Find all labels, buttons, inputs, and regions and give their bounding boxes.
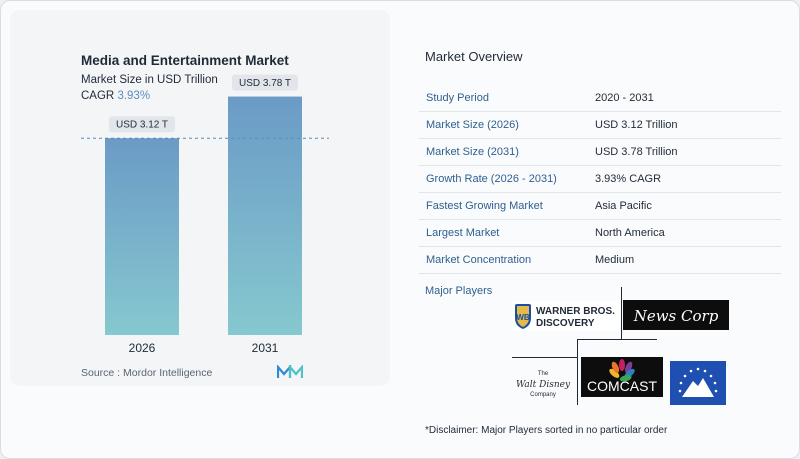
overview-key: Market Concentration [419, 246, 588, 274]
overview-key: Study Period [419, 85, 588, 112]
logo-divider [577, 339, 578, 405]
overview-row: Market Concentration Medium [419, 246, 781, 274]
data-label-bg [232, 74, 298, 91]
chart-card [10, 10, 390, 386]
news-corp-logo: News Corp [623, 300, 729, 330]
warner-bros-discovery-logo: WB WARNER BROS. DISCOVERY [512, 301, 620, 331]
paramount-logo [670, 361, 726, 405]
overview-value: USD 3.12 Trillion [588, 111, 781, 139]
logo-divider [621, 287, 622, 339]
overview-key: Market Size (2031) [419, 138, 588, 166]
bar-2026 [105, 138, 179, 335]
overview-row: Growth Rate (2026 - 2031) 3.93% CAGR [419, 165, 781, 193]
mordor-logo-icon [277, 365, 303, 378]
overview-row: Market Size (2026) USD 3.12 Trillion [419, 111, 781, 139]
disney-line1: The [538, 371, 549, 377]
overview-value: USD 3.78 Trillion [588, 138, 781, 166]
logo-divider [512, 357, 578, 358]
comcast-text: COMCAST [587, 378, 657, 394]
overview-value: 2020 - 2031 [588, 85, 781, 112]
data-label: USD 3.12 T [116, 120, 168, 131]
wbd-line2: DISCOVERY [536, 318, 595, 329]
x-tick-label: 2026 [129, 341, 156, 355]
disney-line3: Company [530, 392, 556, 398]
overview-row: Fastest Growing Market Asia Pacific [419, 192, 781, 220]
overview-key: Market Size (2026) [419, 111, 588, 139]
overview-key: Growth Rate (2026 - 2031) [419, 165, 588, 193]
wbd-line1: WARNER BROS. [536, 306, 615, 317]
comcast-logo: COMCAST [581, 357, 663, 397]
major-players-label: Major Players [425, 285, 493, 297]
logo-divider [577, 339, 657, 340]
cagr-label: CAGR [81, 90, 115, 102]
overview-value: North America [588, 219, 781, 247]
bar-2031 [228, 96, 302, 335]
walt-disney-logo: The Walt Disney Company [512, 363, 574, 405]
x-tick-label: 2031 [252, 341, 279, 355]
overview-value: Medium [588, 246, 781, 274]
news-corp-text: News Corp [633, 307, 719, 325]
svg-text:WB: WB [516, 313, 530, 322]
overview-value: Asia Pacific [588, 192, 781, 220]
overview-key: Largest Market [419, 219, 588, 247]
overview-row: Market Size (2031) USD 3.78 Trillion [419, 138, 781, 166]
source-note: Source : Mordor Intelligence [81, 367, 213, 379]
cagr-line: CAGR 3.93% [81, 90, 150, 102]
bar-chart: USD 3.12 T 2026 USD 3.78 T 2031 [81, 74, 329, 355]
overview-row: Largest Market North America [419, 219, 781, 247]
overview-row: Study Period 2020 - 2031 [419, 85, 781, 112]
chart-title: Media and Entertainment Market [81, 53, 289, 68]
disclaimer: *Disclaimer: Major Players sorted in no … [425, 425, 668, 436]
disney-line2: Walt Disney [516, 380, 571, 390]
cagr-value: 3.93% [117, 90, 151, 102]
overview-value: 3.93% CAGR [588, 165, 781, 193]
data-label: USD 3.78 T [239, 78, 291, 89]
data-label-bg [109, 116, 175, 133]
overview-title: Market Overview [425, 49, 523, 64]
overview-key: Fastest Growing Market [419, 192, 588, 220]
overview-table: Study Period 2020 - 2031 Market Size (2026… [419, 85, 781, 274]
chart-subtitle: Market Size in USD Trillion [81, 74, 218, 86]
